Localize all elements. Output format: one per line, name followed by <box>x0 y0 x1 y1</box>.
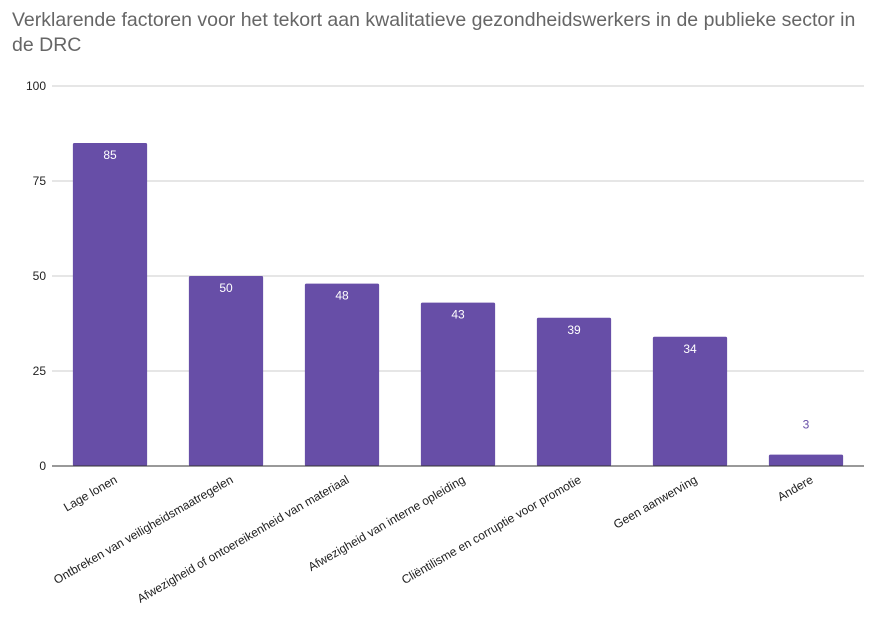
x-category-label: Andere <box>775 472 816 504</box>
data-label: 34 <box>683 342 697 356</box>
data-labels: 85 50 48 43 39 34 3 <box>103 148 809 432</box>
y-tick-label: 75 <box>33 174 47 188</box>
bar <box>768 454 844 466</box>
bar <box>536 317 612 466</box>
data-label: 50 <box>219 281 233 295</box>
chart-title: Verklarende factoren voor het tekort aan… <box>12 9 856 56</box>
y-tick-label: 50 <box>33 269 47 283</box>
y-axis-ticks: 0 25 50 75 100 <box>26 79 46 473</box>
bar <box>72 143 148 466</box>
bars <box>72 143 844 466</box>
x-category-label: Afwezigheid of ontoereikenheid van mater… <box>135 472 352 605</box>
bar <box>188 276 264 466</box>
x-category-label: Cliëntilisme en corruptie voor promotie <box>399 472 584 587</box>
data-label: 43 <box>451 308 465 322</box>
bar <box>652 336 728 466</box>
data-label: 39 <box>567 323 581 337</box>
data-label: 3 <box>803 418 810 432</box>
y-tick-label: 100 <box>26 79 46 93</box>
bar <box>420 302 496 466</box>
data-label: 85 <box>103 148 117 162</box>
y-tick-label: 0 <box>39 459 46 473</box>
y-tick-label: 25 <box>33 364 47 378</box>
x-category-label: Ontbreken van veiligheidsmaatregelen <box>51 472 235 587</box>
bar <box>304 283 380 466</box>
data-label: 48 <box>335 289 349 303</box>
x-category-label: Lage lonen <box>61 472 119 514</box>
x-category-label: Geen aanwerving <box>611 472 699 531</box>
